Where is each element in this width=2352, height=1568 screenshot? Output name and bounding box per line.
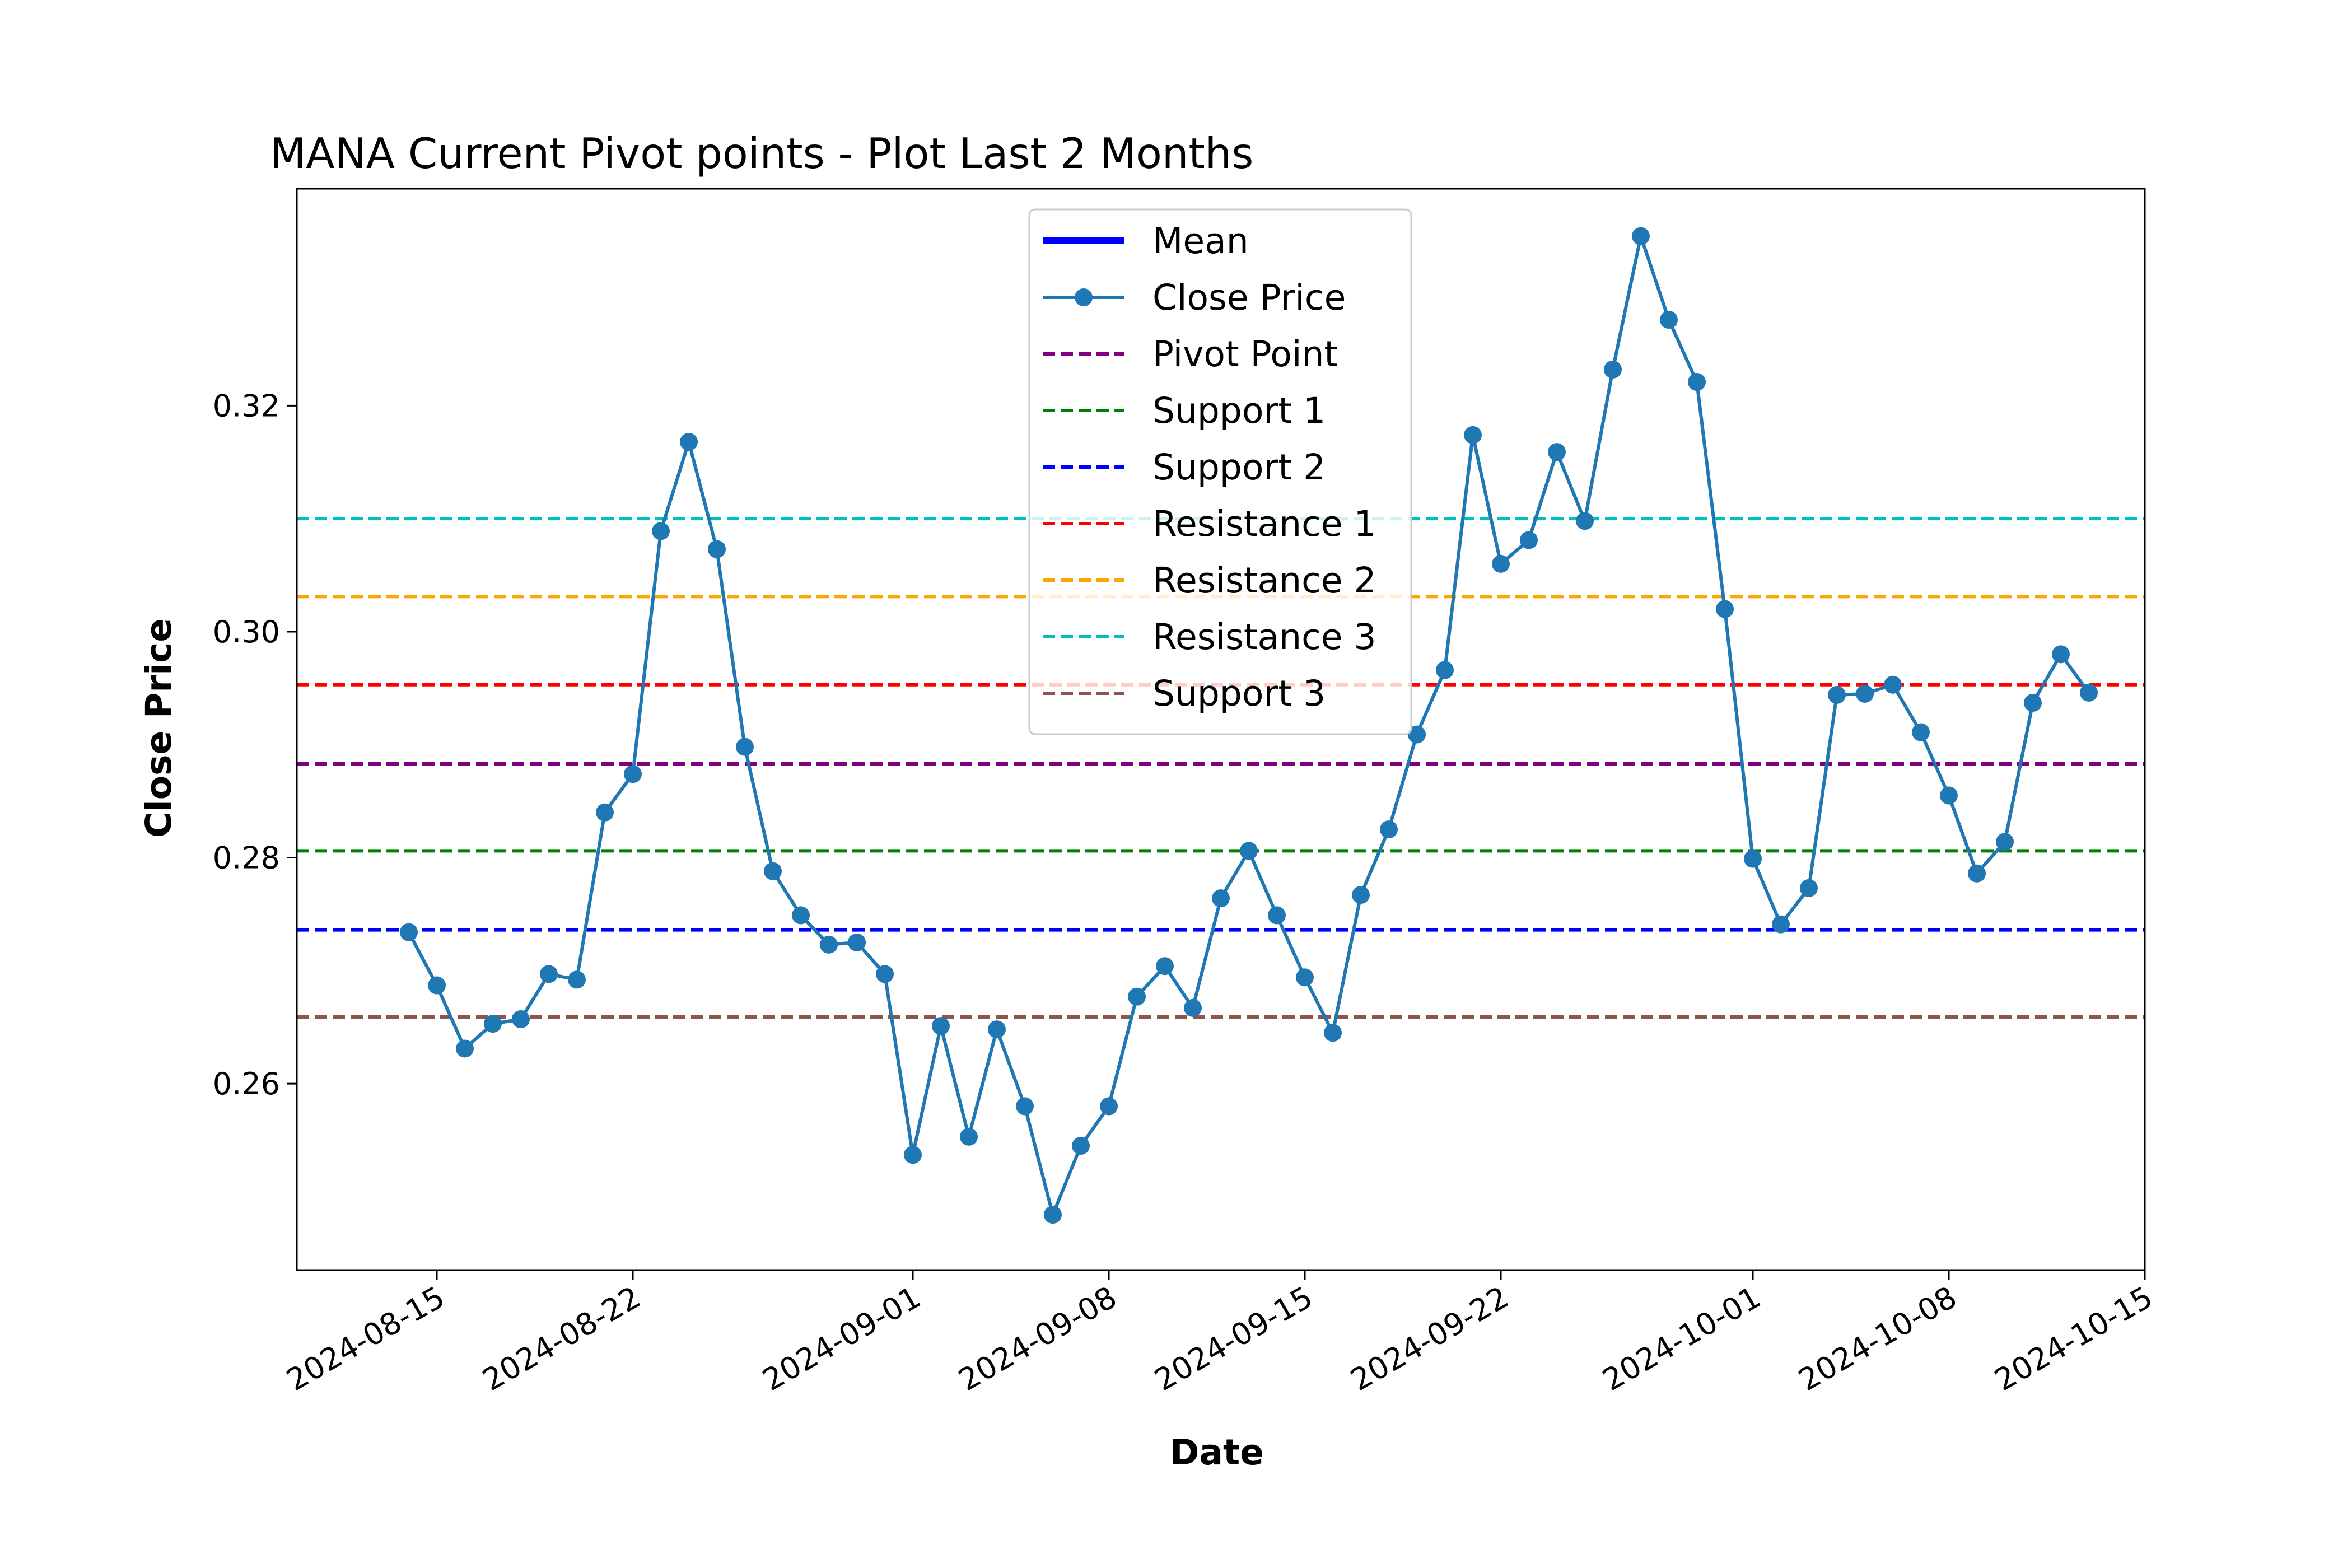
close-price-point xyxy=(1940,786,1958,805)
legend-entry-support-2: Support 2 xyxy=(1043,447,1326,488)
legend-entry-resistance-2: Resistance 2 xyxy=(1043,560,1376,601)
legend-entry-support-1: Support 1 xyxy=(1043,390,1326,431)
close-price-point xyxy=(1184,998,1202,1017)
plot-frame xyxy=(296,188,2146,1271)
close-price-point xyxy=(1968,864,1986,883)
close-price-point xyxy=(1464,426,1482,444)
y-tick-label: 0.30 xyxy=(213,614,280,650)
close-price-point xyxy=(1268,906,1286,925)
close-price-point xyxy=(1744,850,1762,868)
close-price-point xyxy=(484,1015,502,1033)
close-price-point xyxy=(1996,833,2014,851)
close-price-point xyxy=(1100,1097,1118,1116)
close-price-point xyxy=(428,976,446,995)
close-price-point xyxy=(1800,879,1818,897)
legend-entry-mean: Mean xyxy=(1043,221,1249,262)
close-price-point xyxy=(736,738,754,756)
legend-label: Mean xyxy=(1152,221,1249,262)
close-price-point xyxy=(1380,820,1398,839)
close-price-point xyxy=(400,923,418,941)
close-price-point xyxy=(1548,443,1566,461)
legend: Mean Close Price Pivot Point Support 1 Suppo… xyxy=(1028,208,1412,735)
close-price-point xyxy=(764,862,782,880)
close-price-point xyxy=(1912,723,1930,741)
close-price-point xyxy=(1324,1024,1342,1042)
close-price-point xyxy=(1576,512,1594,530)
close-price-point xyxy=(960,1127,978,1146)
close-price-point xyxy=(1072,1137,1090,1155)
close-price-point xyxy=(1716,600,1734,618)
close-price-point xyxy=(932,1017,950,1035)
close-price-point xyxy=(680,432,698,451)
close-price-point xyxy=(1296,968,1314,987)
legend-entry-pivot-point: Pivot Point xyxy=(1043,334,1338,375)
legend-label: Support 3 xyxy=(1152,673,1326,714)
close-price-point xyxy=(820,935,838,954)
close-price-point xyxy=(1604,360,1622,379)
close-price-point xyxy=(1352,886,1370,904)
close-price-point xyxy=(652,522,670,540)
close-price-point xyxy=(848,933,866,951)
close-price-point xyxy=(1688,373,1706,391)
close-price-point xyxy=(1772,915,1790,934)
close-price-point xyxy=(708,540,726,558)
close-price-point xyxy=(988,1020,1006,1039)
close-price-point xyxy=(1856,684,1874,703)
close-price-point xyxy=(1492,554,1510,573)
close-price-point xyxy=(596,803,614,822)
chart-title: MANA Current Pivot points - Plot Last 2 … xyxy=(270,129,1254,178)
close-price-point xyxy=(512,1010,530,1029)
y-tick-label: 0.26 xyxy=(213,1066,280,1102)
close-price-point xyxy=(2024,694,2042,712)
close-price-point xyxy=(2052,645,2070,664)
close-price-point xyxy=(456,1039,474,1058)
legend-label: Pivot Point xyxy=(1152,334,1338,375)
close-price-point xyxy=(624,765,642,783)
legend-label: Support 1 xyxy=(1152,390,1326,431)
close-price-point xyxy=(1240,842,1258,860)
y-tick-label: 0.28 xyxy=(213,841,280,876)
close-price-point xyxy=(792,906,810,925)
legend-entry-resistance-1: Resistance 1 xyxy=(1043,503,1376,544)
legend-marker xyxy=(1075,288,1093,306)
legend-entry-close-price: Close Price xyxy=(1043,277,1346,318)
legend-label: Close Price xyxy=(1152,277,1346,318)
close-price-point xyxy=(568,970,586,989)
close-price-point xyxy=(1660,311,1678,329)
close-price-point xyxy=(1632,227,1650,245)
x-axis-title: Date xyxy=(1170,1432,1264,1473)
close-price-point xyxy=(1520,531,1538,549)
close-price-point xyxy=(1408,725,1426,744)
legend-label: Resistance 2 xyxy=(1152,560,1376,601)
legend-box xyxy=(1028,208,1412,735)
close-price-point xyxy=(1212,889,1230,908)
close-price-point xyxy=(2080,683,2098,702)
close-price-point xyxy=(904,1146,922,1164)
legend-entry-support-3: Support 3 xyxy=(1043,673,1326,714)
close-price-point xyxy=(1044,1206,1062,1224)
close-price-point xyxy=(1128,987,1146,1006)
y-tick-label: 0.32 xyxy=(213,388,280,423)
close-price-point xyxy=(1828,685,1846,704)
y-axis-title: Close Price xyxy=(138,618,179,838)
legend-label: Resistance 3 xyxy=(1152,617,1376,657)
legend-label: Resistance 1 xyxy=(1152,503,1376,544)
close-price-point xyxy=(1436,661,1454,679)
close-price-point xyxy=(1156,957,1174,976)
close-price-point xyxy=(1016,1097,1034,1116)
legend-entry-resistance-3: Resistance 3 xyxy=(1043,617,1376,657)
close-price-point xyxy=(876,965,894,983)
close-price-point xyxy=(1884,675,1902,694)
close-price-point xyxy=(540,965,558,983)
legend-label: Support 2 xyxy=(1152,447,1326,488)
